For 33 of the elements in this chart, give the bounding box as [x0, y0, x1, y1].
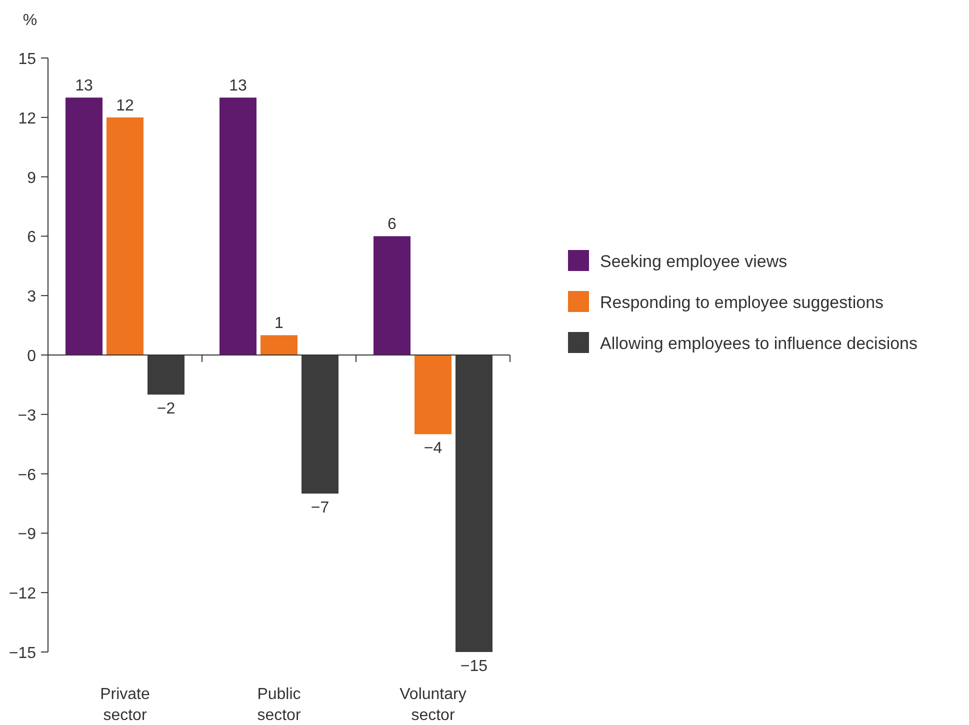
bar — [414, 355, 452, 434]
bar — [106, 117, 144, 355]
data-label: 6 — [388, 216, 397, 234]
legend-label: Allowing employees to influence decisions — [600, 334, 918, 353]
y-tick-label: −9 — [18, 526, 36, 544]
y-axis-title: % — [22, 12, 38, 29]
bar — [220, 98, 256, 355]
data-label: −15 — [460, 658, 488, 675]
y-tick-label: 12 — [18, 110, 36, 128]
x-tick-label: Public sector — [257, 686, 302, 724]
data-label: −7 — [310, 500, 330, 517]
legend-label: Seeking employee views — [600, 252, 788, 271]
x-tick-label: Private sector — [100, 686, 150, 724]
legend-label: Responding to employee suggestions — [600, 293, 884, 312]
y-tick-label: 9 — [27, 170, 36, 187]
y-tick-label: 3 — [27, 288, 36, 306]
y-tick-label: −6 — [18, 466, 36, 484]
y-tick-label: −3 — [18, 407, 36, 424]
bar — [260, 335, 298, 355]
data-label: 12 — [116, 97, 134, 114]
y-tick-label: 15 — [18, 51, 36, 68]
y-tick-label: 0 — [27, 348, 36, 365]
data-label: 1 — [274, 315, 284, 332]
data-label: −4 — [424, 440, 442, 458]
bar — [374, 236, 410, 355]
x-tick-label: Voluntary sector — [400, 686, 466, 724]
y-tick-label: 6 — [27, 229, 36, 246]
data-label: 13 — [75, 78, 93, 95]
y-tick-label: −12 — [8, 586, 36, 603]
y-tick-label: −15 — [8, 645, 36, 662]
data-label: 13 — [229, 78, 247, 95]
data-label: −2 — [156, 400, 176, 418]
bar — [66, 98, 102, 355]
